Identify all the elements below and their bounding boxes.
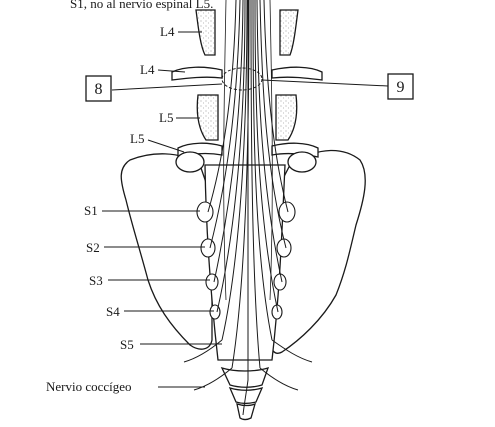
- sacral-foramina: [196, 201, 296, 320]
- caption-fragment: S1, no al nervio espinal L5.: [70, 0, 213, 11]
- callout-box-9: 9: [387, 73, 414, 100]
- label-s4: S4: [106, 304, 120, 319]
- label-l4-upper: L4: [160, 24, 175, 39]
- label-s5: S5: [120, 337, 134, 352]
- label-s1: S1: [84, 203, 98, 218]
- label-l4-lower: L4: [140, 62, 155, 77]
- lumbar-vertebrae: [171, 9, 323, 173]
- label-s3: S3: [89, 273, 103, 288]
- sacrum: [120, 149, 366, 421]
- dashed-region-outline: [221, 67, 263, 91]
- label-s2: S2: [86, 240, 100, 255]
- cauda-equina: [183, 0, 313, 416]
- callout-number-9: 9: [397, 79, 405, 96]
- callout-box-8: 8: [85, 75, 112, 102]
- label-coccygeal-nerve: Nervio coccígeo: [46, 379, 132, 394]
- callout-number-8: 8: [95, 81, 103, 98]
- label-l5-lower: L5: [130, 131, 144, 146]
- label-l5-upper: L5: [159, 110, 173, 125]
- leader-lines: [102, 31, 389, 388]
